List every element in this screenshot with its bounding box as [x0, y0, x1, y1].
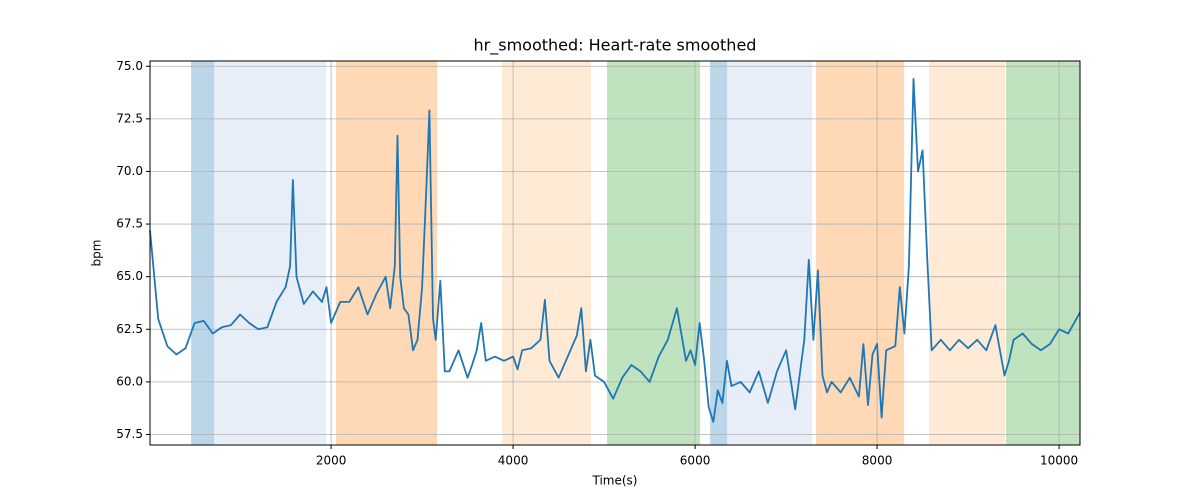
- y-tick-label: 57.5: [116, 427, 143, 441]
- shaded-span: [607, 61, 701, 445]
- line-series: [149, 78, 1081, 423]
- shaded-span: [710, 61, 728, 445]
- shaded-span: [929, 61, 1006, 445]
- shaded-span: [214, 61, 327, 445]
- shaded-span: [1006, 61, 1080, 445]
- chart-title: hr_smoothed: Heart-rate smoothed: [474, 36, 757, 56]
- y-tick-label: 65.0: [116, 269, 143, 283]
- shaded-span: [502, 61, 592, 445]
- y-tick-label: 70.0: [116, 164, 143, 178]
- y-axis-label: bpm: [90, 240, 104, 267]
- y-tick-label: 72.5: [116, 111, 143, 125]
- y-tick-label: 62.5: [116, 322, 143, 336]
- shaded-span: [191, 61, 215, 445]
- plot-frame: [149, 60, 1081, 446]
- x-tick-label: 6000: [680, 454, 711, 468]
- shaded-span: [336, 61, 438, 445]
- x-tick-label: 4000: [498, 454, 529, 468]
- x-tick-label: 10000: [1040, 454, 1078, 468]
- shaded-span: [727, 61, 813, 445]
- y-tick-label: 75.0: [116, 59, 143, 73]
- x-tick-label: 8000: [862, 454, 893, 468]
- x-axis-label: Time(s): [592, 474, 638, 488]
- x-tick-label: 2000: [316, 454, 347, 468]
- y-tick-label: 60.0: [116, 374, 143, 388]
- y-tick-label: 67.5: [116, 217, 143, 231]
